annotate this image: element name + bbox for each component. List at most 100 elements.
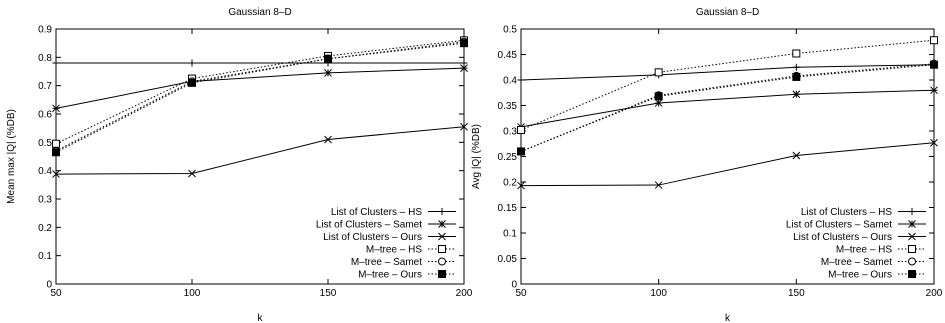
legend-marker: [908, 208, 916, 215]
series-3: [517, 36, 938, 134]
legend-marker: [438, 257, 446, 266]
y-tick-label: 0.45: [498, 50, 518, 61]
legend-label: List of Clusters – Samet: [316, 220, 422, 231]
series-5: [517, 60, 938, 156]
data-point: [930, 60, 938, 69]
y-tick-label: 0: [46, 280, 52, 291]
legend-marker: [908, 232, 916, 241]
legend-label: M–tree – Samet: [821, 257, 892, 268]
legend-label: M–tree – Ours: [828, 270, 892, 281]
data-point: [188, 59, 196, 67]
data-point: [792, 90, 801, 99]
legend-label: List of Clusters – Ours: [793, 232, 892, 243]
data-point: [654, 99, 663, 107]
y-tick-label: 0.7: [38, 81, 52, 92]
y-tick-label: 0: [511, 280, 517, 291]
data-point: [792, 151, 801, 160]
legend: List of Clusters – HS List of Clusters – …: [786, 207, 926, 281]
x-axis-label: k: [725, 313, 731, 323]
x-tick-label: 100: [650, 288, 667, 299]
x-tick-label: 100: [184, 288, 201, 299]
y-tick-label: 0.35: [498, 101, 518, 112]
series-2: [517, 138, 938, 190]
data-point: [52, 139, 60, 148]
legend-marker: [438, 220, 446, 228]
series-line: [520, 89, 935, 128]
data-point: [517, 147, 525, 156]
data-point: [517, 76, 525, 84]
legend-label: M–tree – HS: [836, 245, 892, 256]
legend-marker: [908, 245, 916, 253]
data-point: [930, 138, 938, 147]
legend-marker: [908, 270, 916, 278]
y-axis-label: Mean max |Q| (%DB): [6, 109, 17, 204]
data-point: [324, 54, 332, 63]
y-tick-label: 0.1: [503, 229, 517, 240]
plot-area-frame: [55, 28, 465, 285]
chart-title: Gaussian 8–D: [696, 7, 759, 18]
series-line: [520, 39, 935, 131]
data-point: [188, 169, 196, 178]
legend-label: List of Clusters – Ours: [323, 232, 422, 243]
series-line: [55, 42, 465, 153]
data-point: [52, 148, 60, 157]
series-line: [55, 126, 465, 175]
data-point: [324, 69, 332, 77]
legend: List of Clusters – HS List of Clusters – …: [316, 207, 456, 281]
legend-label: List of Clusters – Samet: [786, 220, 892, 231]
y-tick-label: 0.1: [38, 251, 52, 262]
y-tick-label: 0.3: [503, 127, 517, 138]
legend-marker: [908, 220, 916, 228]
x-tick-label: 150: [788, 288, 805, 299]
series-5: [52, 39, 468, 157]
series-line: [55, 67, 465, 109]
legend-label: M–tree – Samet: [351, 257, 422, 268]
x-tick-label: 50: [50, 288, 62, 299]
series-4: [517, 59, 938, 156]
data-point: [460, 64, 468, 72]
legend-marker: [438, 245, 446, 253]
data-point: [52, 170, 60, 178]
legend-label: List of Clusters – HS: [801, 207, 892, 218]
legend-marker: [438, 208, 446, 215]
y-tick-label: 0.8: [38, 53, 52, 64]
chart-title: Gaussian 8–D: [228, 7, 291, 18]
x-tick-label: 50: [515, 288, 527, 299]
series-3: [52, 36, 468, 148]
series-line: [520, 64, 935, 81]
data-point: [654, 181, 663, 189]
y-tick-label: 0.3: [38, 195, 52, 206]
y-tick-label: 0.25: [498, 152, 518, 163]
y-tick-label: 0.5: [38, 138, 52, 149]
y-tick-label: 0.2: [38, 223, 52, 234]
y-axis-label: Avg |Q| (%DB): [471, 124, 482, 189]
legend-label: M–tree – Ours: [358, 270, 422, 281]
x-tick-label: 150: [320, 288, 337, 299]
series-2: [52, 122, 468, 178]
data-point: [930, 36, 938, 45]
data-point: [52, 104, 60, 113]
y-tick-label: 0.4: [38, 166, 52, 177]
legend-marker: [908, 257, 916, 266]
legend-marker: [438, 232, 446, 241]
series-1: [517, 86, 938, 131]
legend-label: M–tree – HS: [366, 245, 422, 256]
chart-avg-q: Gaussian 8–D 0 0.05 0.1 0.15 0.2 0.25 0.3 0.35 0.…: [471, 7, 943, 323]
data-point: [792, 72, 801, 81]
data-point: [654, 92, 663, 101]
series-line: [520, 63, 935, 152]
x-axis-label: k: [258, 313, 264, 323]
y-tick-label: 0.2: [503, 178, 517, 189]
data-point: [654, 68, 663, 77]
y-tick-label: 0.05: [498, 254, 518, 265]
series-line: [55, 39, 465, 145]
data-point: [460, 122, 468, 131]
data-point: [324, 135, 332, 144]
series-line: [520, 142, 935, 187]
data-point: [52, 59, 60, 67]
x-tick-label: 200: [456, 288, 473, 299]
legend-label: List of Clusters – HS: [331, 207, 422, 218]
data-point: [460, 39, 468, 48]
y-tick-label: 0.5: [503, 25, 517, 36]
